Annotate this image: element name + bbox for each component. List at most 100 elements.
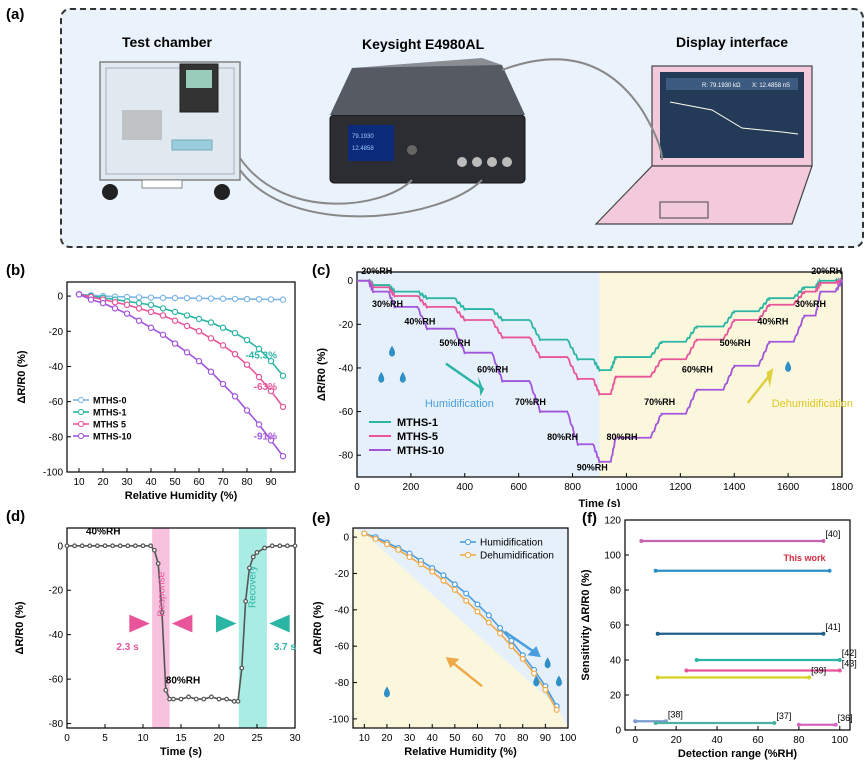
e-series-1-point xyxy=(542,686,549,693)
y-tick-label: -80 xyxy=(335,678,350,689)
b-legend-label: MTHS-0 xyxy=(93,396,127,406)
e-series-1-point xyxy=(372,535,379,542)
y-tick-label: -100 xyxy=(43,468,63,479)
x-tick-label: 200 xyxy=(403,482,420,493)
x-tick-label: 20 xyxy=(213,733,225,744)
d-series-point xyxy=(216,696,222,702)
x-axis-label: Time (s) xyxy=(160,746,202,758)
b-series-3-point xyxy=(231,393,239,400)
x-tick-label: 0 xyxy=(632,735,638,746)
e-legend-marker xyxy=(464,538,472,546)
b-series-3-point xyxy=(267,437,275,444)
x-axis-label: Relative Humidity (%) xyxy=(404,746,517,758)
water-drop-icon xyxy=(555,675,562,687)
y-tick-label: -80 xyxy=(49,432,64,443)
y-tick-label: -40 xyxy=(49,362,64,373)
y-axis-label: ΔR/R0 (%) xyxy=(316,348,328,401)
b-legend-label: MTHS 5 xyxy=(93,420,126,430)
display-interface-label: Display interface xyxy=(676,34,789,50)
y-tick-label: -20 xyxy=(49,327,64,338)
range-end-marker xyxy=(837,668,842,673)
x-tick-label: 90 xyxy=(265,477,277,488)
d-series-point xyxy=(140,543,146,549)
e-series-1-point xyxy=(395,546,402,553)
x-tick-label: 1800 xyxy=(831,482,854,493)
e-dehumid-arrow xyxy=(449,659,483,688)
x-axis-label: Relative Humidity (%) xyxy=(125,490,238,502)
x-tick-label: 40 xyxy=(711,735,723,746)
d-label-40rh: 40%RH xyxy=(86,527,120,538)
d-series-point xyxy=(262,545,268,551)
d-series-point xyxy=(132,543,138,549)
b-series-2-point xyxy=(207,335,215,342)
range-label: [40] xyxy=(825,529,840,539)
e-series-1-point xyxy=(406,554,413,561)
e-fill-lower xyxy=(353,528,568,728)
d-series-point xyxy=(224,696,230,702)
b-series-2-point xyxy=(183,322,191,330)
c-legend-label: MTHS-5 xyxy=(397,431,438,443)
b-series-2-point xyxy=(219,342,227,349)
recovery-label: Recovery xyxy=(247,566,258,608)
y-tick-label: 80 xyxy=(610,586,622,597)
d-series-point xyxy=(87,543,93,549)
chart-b: 10 20 30 40 50 60 70 80 90 0 -20 -40 -60 -80 -100 Relat… xyxy=(16,281,296,502)
x-tick-label: 50 xyxy=(169,477,181,488)
y-axis-label: Sensitivity ΔR/R0 (%) xyxy=(580,569,592,681)
b-series-2-point xyxy=(255,373,263,381)
b-series-1-point xyxy=(243,336,251,344)
e-series-0-point xyxy=(474,601,481,608)
b-series-0-point xyxy=(195,295,203,302)
range-start-marker xyxy=(653,721,658,725)
test-chamber-image xyxy=(99,61,241,200)
b-legend-label: MTHS-1 xyxy=(93,408,127,418)
d-series-point xyxy=(79,543,85,549)
b-series-1-point xyxy=(183,312,191,319)
response-time: 2.3 s xyxy=(116,642,139,653)
b-series-1-point xyxy=(279,372,287,379)
e-series-1-point xyxy=(474,608,481,615)
d-series-point xyxy=(163,687,169,693)
b-series-3-point xyxy=(219,380,227,388)
meter-readout-2: X: 12.4858 nS xyxy=(752,83,790,89)
d-series-point xyxy=(102,543,108,549)
svg-text:12.4858: 12.4858 xyxy=(352,146,374,152)
panel-e-letter: (e) xyxy=(312,510,331,527)
rh-label: 20%RH xyxy=(811,266,842,276)
d-series-point xyxy=(254,550,260,555)
b-series-0-point xyxy=(243,295,251,303)
rh-label: 20%RH xyxy=(361,266,392,276)
y-tick-label: -20 xyxy=(339,320,354,331)
b-series-3-point xyxy=(171,340,179,347)
x-tick-label: 15 xyxy=(175,733,187,744)
b-series-1-point xyxy=(135,299,143,307)
panel-f-letter: (f) xyxy=(582,510,597,527)
c-legend-label: MTHS-10 xyxy=(397,445,444,457)
x-tick-label: 80 xyxy=(517,733,529,744)
b-series-1-point xyxy=(255,345,263,353)
chart-e: 10 20 30 40 50 60 70 80 90 100 0 -20 -40 -60 -80 -100 Re… xyxy=(312,527,577,758)
d-series-point xyxy=(269,543,275,549)
response-band xyxy=(152,528,170,728)
b-series-0-point xyxy=(279,296,287,303)
water-drop-icon xyxy=(785,360,792,372)
range-end-marker xyxy=(821,539,826,543)
e-series-1-point xyxy=(417,561,424,568)
panel-b-letter: (b) xyxy=(6,262,26,279)
range-label: [42] xyxy=(842,648,857,658)
x-tick-label: 20 xyxy=(671,735,683,746)
response-arrow-right xyxy=(171,614,193,633)
x-tick-label: 90 xyxy=(540,733,552,744)
water-drop-icon xyxy=(399,371,406,383)
b-series-3-point xyxy=(279,452,287,460)
range-start-marker xyxy=(653,568,658,573)
e-humid-arrow xyxy=(503,630,538,655)
water-drop-icon xyxy=(383,686,390,698)
rh-label: 60%RH xyxy=(682,364,713,374)
d-series-point xyxy=(186,694,192,700)
c-legend-label: MTHS-1 xyxy=(397,417,438,429)
y-tick-label: -80 xyxy=(49,719,64,730)
x-tick-label: 5 xyxy=(102,733,108,744)
rh-label: 70%RH xyxy=(644,397,675,407)
y-tick-label: 60 xyxy=(610,621,622,632)
